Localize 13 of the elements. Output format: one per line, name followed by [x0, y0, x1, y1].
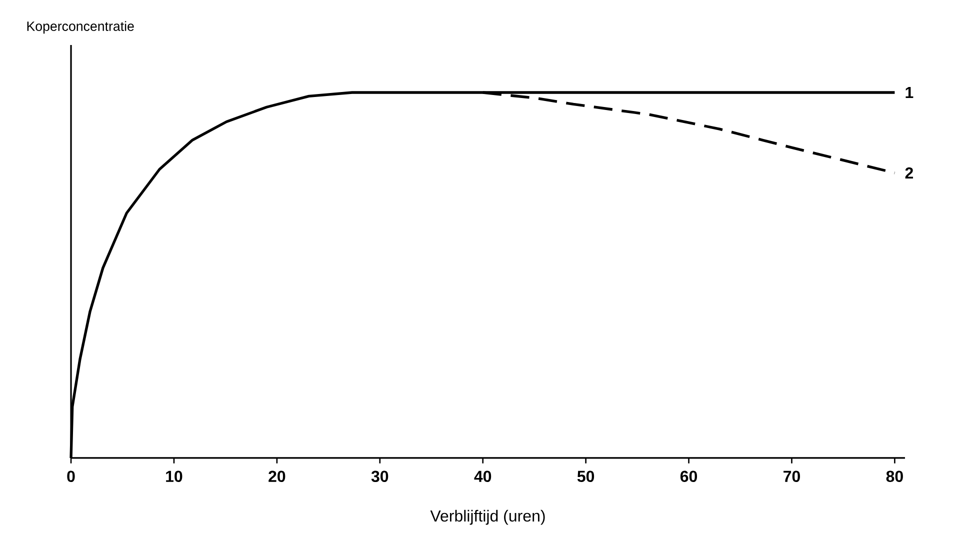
x-tick-label: 30	[371, 470, 388, 482]
x-tick-label: 0	[67, 470, 75, 482]
x-tick-label: 60	[680, 470, 698, 482]
x-tick-label: 10	[166, 470, 182, 482]
x-tick-label: 80	[886, 470, 903, 482]
x-tick-label: 50	[577, 470, 594, 482]
x-tick-label: 70	[784, 470, 800, 482]
series-label: 1	[906, 87, 914, 98]
y-axis-title: Koperconcentratie	[27, 21, 134, 34]
x-tick-label: 40	[474, 470, 492, 482]
x-axis-title: Verblijftijd (uren)	[430, 510, 545, 525]
series-label: 2	[905, 167, 913, 178]
x-tick-label: 20	[268, 470, 286, 482]
